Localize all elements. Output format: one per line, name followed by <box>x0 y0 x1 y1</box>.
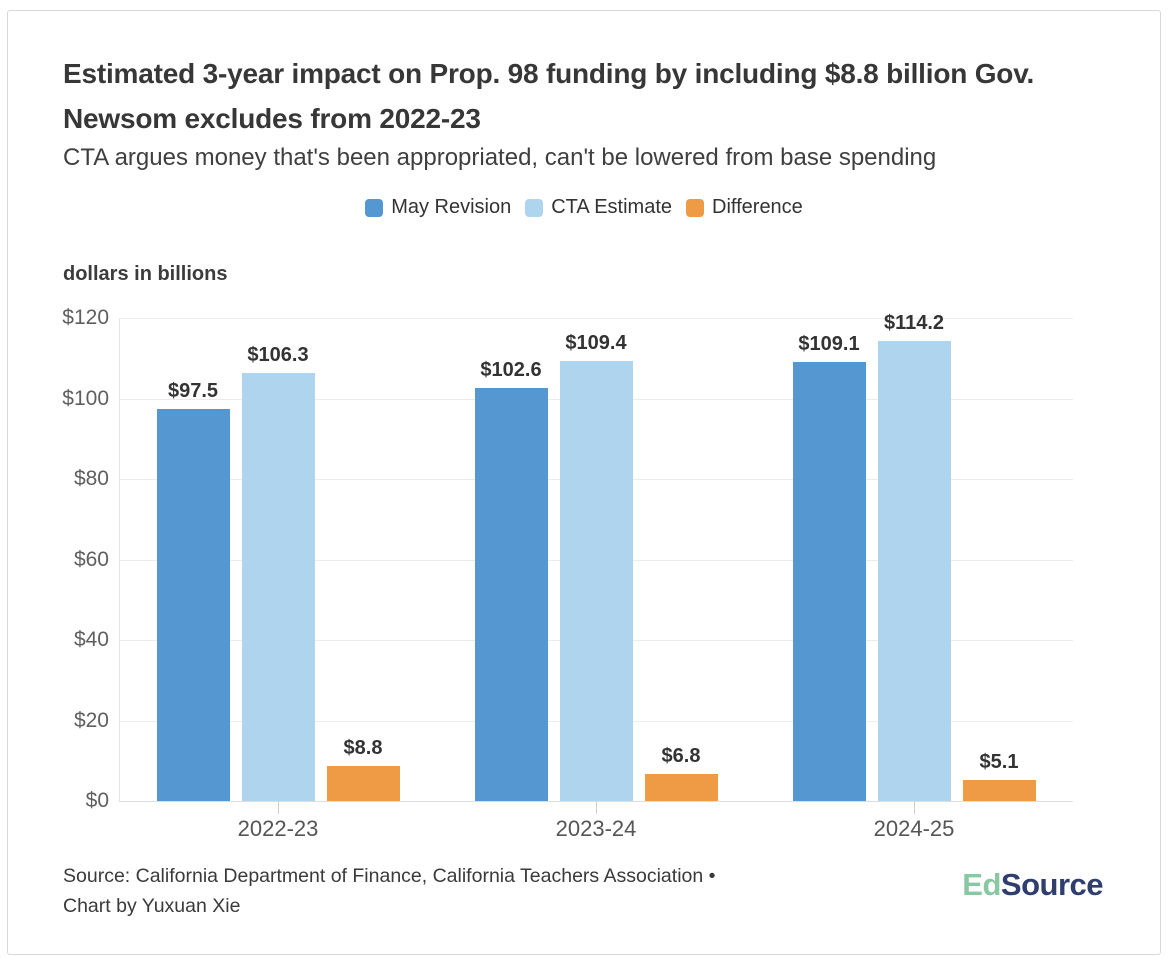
chart-title: Estimated 3-year impact on Prop. 98 fund… <box>63 58 1035 134</box>
bar-may-revision-2023-24: $102.6 <box>474 359 548 801</box>
y-tick-label: $20 <box>73 708 109 732</box>
legend-item-difference: Difference <box>686 196 803 219</box>
y-axis-title: dollars in billions <box>63 263 228 285</box>
x-category-label: 2024-25 <box>873 816 955 841</box>
legend-item-cta-estimate: CTA Estimate <box>525 196 672 219</box>
bar-value-label: $102.6 <box>480 359 542 382</box>
y-tick-label: $0 <box>85 789 109 812</box>
y-tick-label: $60 <box>73 547 109 571</box>
bar-group-2022-23: $97.5 $106.3 $8.8 2022-23 <box>119 318 437 841</box>
x-tick <box>914 801 915 814</box>
legend-item-may-revision: May Revision <box>365 196 511 219</box>
bar-value-label: $8.8 <box>343 736 383 759</box>
bar-cta-estimate-2023-24: $109.4 <box>559 332 633 801</box>
legend-label: May Revision <box>391 196 512 218</box>
y-axis-line <box>119 318 120 801</box>
y-tick-label: $100 <box>62 386 109 410</box>
bar-difference-2022-23: $8.8 <box>326 737 400 801</box>
x-tick <box>278 801 279 814</box>
bar-cta-estimate-2024-25: $114.2 <box>877 312 951 801</box>
edsource-logo: EdSource <box>962 867 1103 903</box>
bar-value-label: $114.2 <box>883 312 945 335</box>
chart-subtitle: CTA argues money that's been appropriate… <box>63 144 937 171</box>
bar-difference-2023-24: $6.8 <box>644 745 718 801</box>
legend-label: Difference <box>712 196 803 218</box>
bar-difference-2024-25: $5.1 <box>962 751 1036 801</box>
legend-swatch-icon <box>525 198 544 217</box>
source-line-1: Source: California Department of Finance… <box>63 865 716 887</box>
source-note: Source: California Department of Finance… <box>63 861 783 921</box>
x-category-label: 2023-24 <box>555 816 637 841</box>
bar-value-label: $97.5 <box>167 379 219 402</box>
legend: May Revision CTA Estimate Difference <box>8 196 1160 219</box>
bar-may-revision-2022-23: $97.5 <box>156 380 230 801</box>
legend-swatch-icon <box>686 198 705 217</box>
legend-swatch-icon <box>365 198 384 217</box>
bar-cta-estimate-2022-23: $106.3 <box>241 344 315 801</box>
bar-group-2024-25: $109.1 $114.2 $5.1 2024-25 <box>755 312 1073 841</box>
bar-value-label: $6.8 <box>661 744 701 767</box>
y-tick-label: $80 <box>73 467 109 490</box>
x-tick <box>596 801 597 814</box>
bar-value-label: $106.3 <box>247 344 309 367</box>
x-category-label: 2022-23 <box>237 816 319 841</box>
bar-value-label: $109.4 <box>565 331 627 354</box>
legend-label: CTA Estimate <box>551 196 673 218</box>
bar-value-label: $5.1 <box>979 751 1019 774</box>
bar-chart-plot-area: $0 $20 $40 $60 $80 $100 $120 $97.5 $106.3 $8.8 202… <box>62 306 1073 841</box>
y-tick-label: $40 <box>73 628 109 651</box>
bar-may-revision-2024-25: $109.1 <box>792 333 866 801</box>
chart-card: Estimated 3-year impact on Prop. 98 fund… <box>7 10 1161 955</box>
bar-group-2023-24: $102.6 $109.4 $6.8 2023-24 <box>437 318 755 841</box>
y-tick-label: $120 <box>62 306 109 329</box>
edsource-logo-source: Source <box>1000 867 1104 902</box>
bar-value-label: $109.1 <box>798 332 860 355</box>
gridline-120 <box>119 318 1073 319</box>
bar-groups: $97.5 $106.3 $8.8 2022-23 $102.6 $109.4 $6.8 20… <box>119 312 1073 841</box>
edsource-logo-ed: Ed <box>962 867 1001 902</box>
source-line-2: Chart by Yuxuan Xie <box>63 895 241 917</box>
